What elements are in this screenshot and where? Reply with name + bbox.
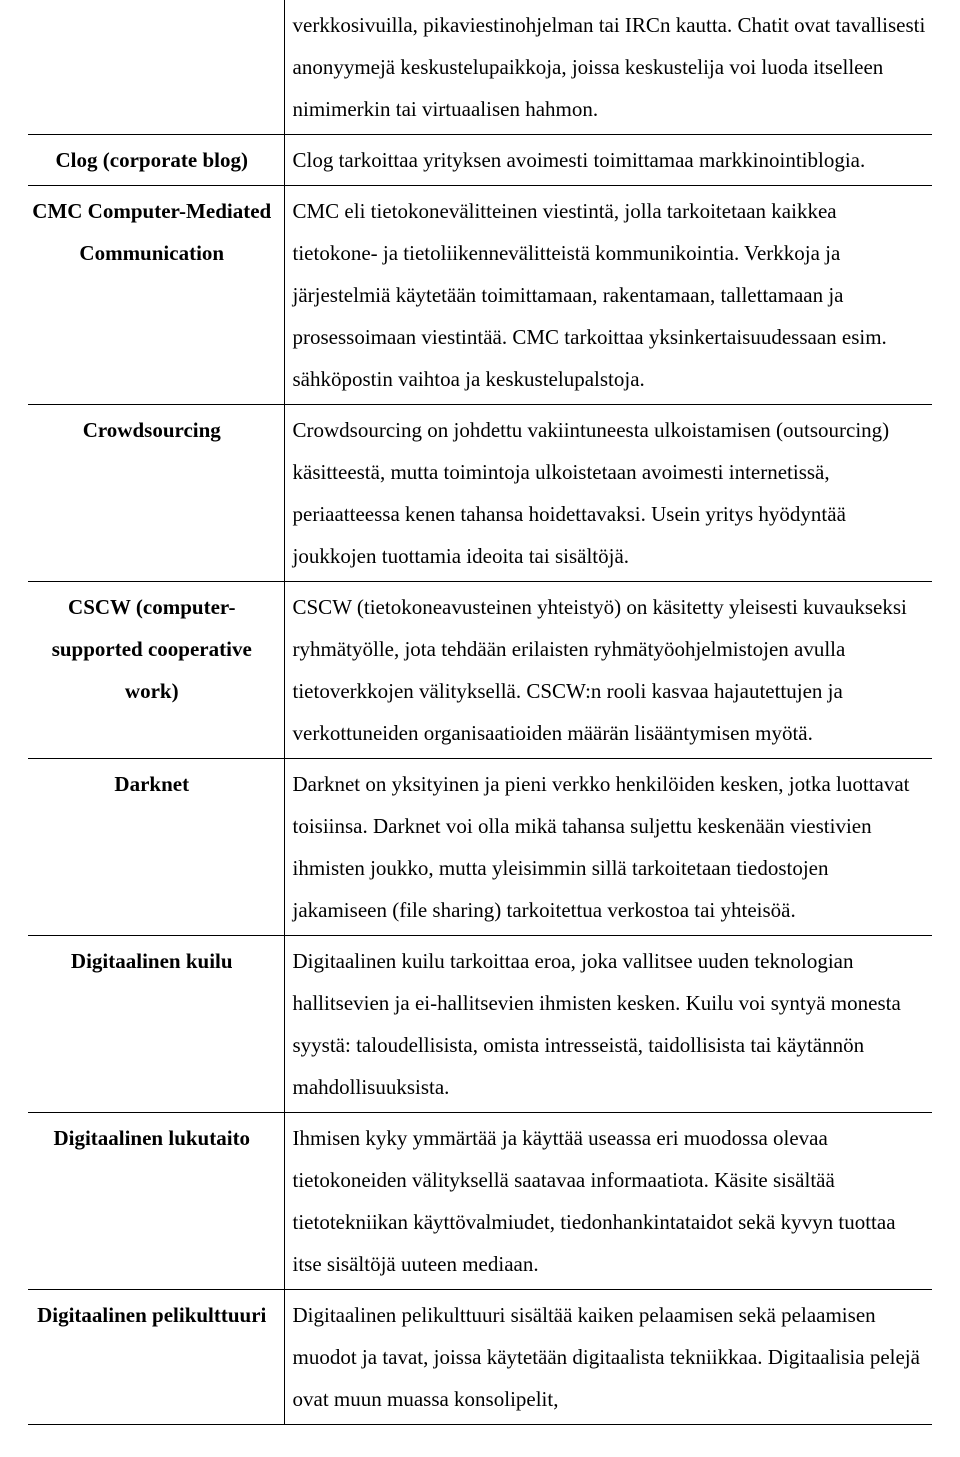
term-cell: Clog (corporate blog) [28, 135, 284, 186]
table-row: Digitaalinen kuilu Digitaalinen kuilu ta… [28, 936, 932, 1113]
glossary-table: verkkosivuilla, pikaviestinohjelman tai … [28, 0, 932, 1425]
table-row: Crowdsourcing Crowdsourcing on johdettu … [28, 405, 932, 582]
term-cell: CMC Computer-Mediated Communication [28, 186, 284, 405]
definition-cell: Ihmisen kyky ymmärtää ja käyttää useassa… [284, 1113, 932, 1290]
definition-cell: Darknet on yksityinen ja pieni verkko he… [284, 759, 932, 936]
term-cell: Crowdsourcing [28, 405, 284, 582]
definition-cell: verkkosivuilla, pikaviestinohjelman tai … [284, 0, 932, 135]
table-row: Clog (corporate blog) Clog tarkoittaa yr… [28, 135, 932, 186]
term-cell: Digitaalinen lukutaito [28, 1113, 284, 1290]
definition-cell: Digitaalinen kuilu tarkoittaa eroa, joka… [284, 936, 932, 1113]
glossary-tbody: verkkosivuilla, pikaviestinohjelman tai … [28, 0, 932, 1425]
table-row: Darknet Darknet on yksityinen ja pieni v… [28, 759, 932, 936]
term-cell: Darknet [28, 759, 284, 936]
term-cell: CSCW (computer-supported cooperative wor… [28, 582, 284, 759]
definition-cell: Clog tarkoittaa yrityksen avoimesti toim… [284, 135, 932, 186]
table-row: CMC Computer-Mediated Communication CMC … [28, 186, 932, 405]
term-cell [28, 0, 284, 135]
definition-cell: Crowdsourcing on johdettu vakiintuneesta… [284, 405, 932, 582]
definition-cell: CMC eli tietokonevälitteinen viestintä, … [284, 186, 932, 405]
definition-cell: Digitaalinen pelikulttuuri sisältää kaik… [284, 1290, 932, 1425]
glossary-page: verkkosivuilla, pikaviestinohjelman tai … [0, 0, 960, 1437]
table-row: Digitaalinen lukutaito Ihmisen kyky ymmä… [28, 1113, 932, 1290]
table-row: Digitaalinen pelikulttuuri Digitaalinen … [28, 1290, 932, 1425]
term-cell: Digitaalinen kuilu [28, 936, 284, 1113]
table-row: CSCW (computer-supported cooperative wor… [28, 582, 932, 759]
term-cell: Digitaalinen pelikulttuuri [28, 1290, 284, 1425]
definition-cell: CSCW (tietokoneavusteinen yhteistyö) on … [284, 582, 932, 759]
table-row: verkkosivuilla, pikaviestinohjelman tai … [28, 0, 932, 135]
